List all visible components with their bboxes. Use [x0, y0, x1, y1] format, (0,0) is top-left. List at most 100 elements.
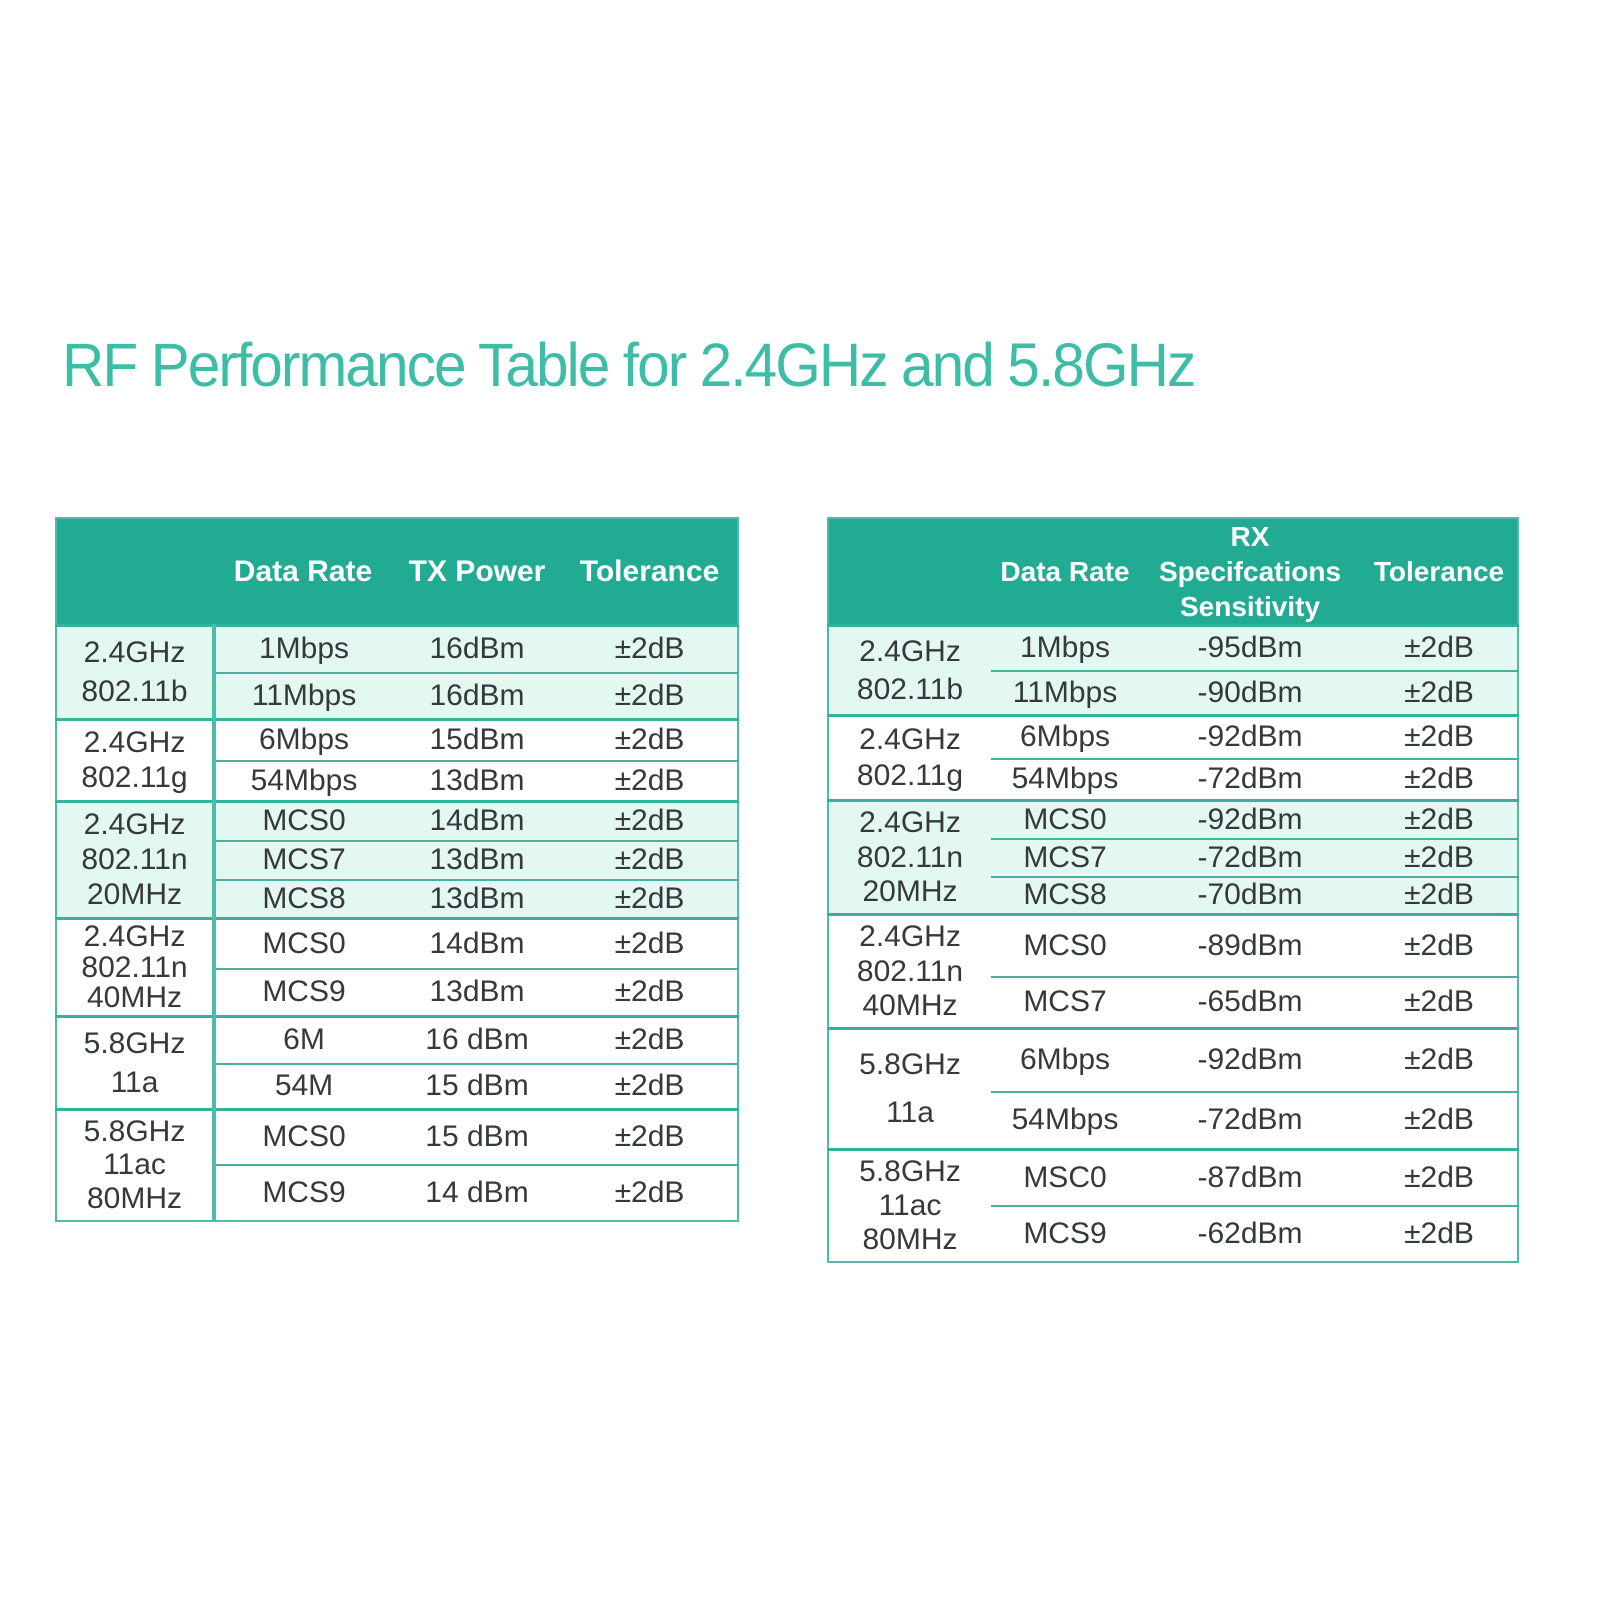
band-cell: 2.4GHz 802.11b: [828, 624, 991, 716]
table-row: 5.8GHz 11a 6M 16 dBm ±2dB: [56, 1015, 738, 1110]
data-cell: MCS7: [991, 837, 1139, 877]
band-label: 2.4GHz: [83, 725, 186, 759]
data-cell: ±2dB: [1361, 714, 1518, 759]
data-cell: MCS9: [991, 1204, 1139, 1262]
band-label: 11a: [110, 1065, 159, 1099]
band-cell: 2.4GHz 802.11g: [56, 718, 216, 802]
table-row: MCS9 13dBm ±2dB: [56, 967, 738, 1017]
column-header: Data Rate: [214, 518, 392, 626]
band-label: 11ac: [878, 1188, 942, 1222]
column-header: Data Rate: [991, 518, 1139, 626]
data-cell: 6Mbps: [214, 718, 392, 761]
data-cell: ±2dB: [1361, 1204, 1518, 1262]
band-label: 80MHz: [86, 1182, 183, 1215]
data-cell: MCS7: [214, 839, 392, 880]
data-cell: ±2dB: [562, 1108, 738, 1165]
header-spacer: [828, 518, 991, 626]
data-cell: -72dBm: [1139, 1090, 1361, 1150]
table-row: MCS8 13dBm ±2dB: [56, 878, 738, 919]
data-cell: 16 dBm: [392, 1015, 562, 1064]
band-label: 40MHz: [862, 989, 958, 1022]
band-cell: 2.4GHz 802.11b: [56, 624, 216, 720]
data-cell: MCS7: [991, 975, 1139, 1029]
data-cell: -62dBm: [1139, 1204, 1361, 1262]
data-cell: 11Mbps: [991, 669, 1139, 716]
data-cell: 13dBm: [392, 839, 562, 880]
band-label: 802.11b: [81, 675, 188, 709]
data-cell: -87dBm: [1139, 1148, 1361, 1206]
page-title: RF Performance Table for 2.4GHz and 5.8G…: [62, 331, 1196, 399]
rx-sensitivity-table-container: Data Rate RX Specifcations Sensitivity Tol…: [827, 517, 1519, 1263]
data-cell: 16dBm: [392, 624, 562, 673]
band-label: 2.4GHz: [859, 634, 961, 668]
data-cell: ±2dB: [1361, 1027, 1518, 1092]
tx-power-table: Data Rate TX Power Tolerance 2.4GHz 802.11b 1…: [55, 517, 739, 1222]
table-row: 54Mbps -72dBm ±2dB: [828, 1090, 1518, 1150]
table-row: 2.4GHz 802.11n 20MHz MCS0 14dBm ±2dB: [56, 800, 738, 919]
table-row: 2.4GHz 802.11n 40MHz MCS0 -89dBm ±2dB: [828, 913, 1518, 1029]
tx-power-table-container: Data Rate TX Power Tolerance 2.4GHz 802.11b 1…: [55, 517, 739, 1222]
band-cell: 5.8GHz 11ac 80MHz: [828, 1148, 991, 1262]
data-cell: ±2dB: [562, 759, 738, 802]
table-row: 2.4GHz 802.11b 1Mbps 16dBm ±2dB: [56, 624, 738, 720]
data-cell: ±2dB: [562, 839, 738, 880]
rx-sensitivity-table: Data Rate RX Specifcations Sensitivity Tol…: [827, 517, 1519, 1263]
data-cell: MCS0: [991, 913, 1139, 977]
band-label: 40MHz: [86, 981, 183, 1014]
data-cell: -92dBm: [1139, 799, 1361, 839]
data-cell: ±2dB: [1361, 1090, 1518, 1150]
band-cell: 5.8GHz 11a: [828, 1027, 991, 1150]
band-label: 802.11g: [81, 761, 188, 795]
band-cell: 2.4GHz 802.11n 20MHz: [56, 800, 216, 919]
table-row: MCS7 -65dBm ±2dB: [828, 975, 1518, 1029]
band-label: 11a: [886, 1096, 934, 1130]
data-cell: 13dBm: [392, 759, 562, 802]
data-cell: ±2dB: [1361, 757, 1518, 801]
band-label: 2.4GHz: [859, 806, 961, 839]
column-header: Tolerance: [1361, 518, 1518, 626]
band-label: 20MHz: [862, 875, 958, 908]
data-cell: ±2dB: [562, 671, 738, 720]
data-cell: 13dBm: [392, 967, 562, 1017]
column-header: RX Specifcations Sensitivity: [1139, 518, 1361, 626]
band-label: 2.4GHz: [83, 807, 186, 841]
data-cell: 6M: [214, 1015, 392, 1064]
header-row: Data Rate TX Power Tolerance: [56, 518, 738, 626]
band-label: 802.11g: [856, 759, 964, 793]
data-cell: 54Mbps: [991, 757, 1139, 801]
data-cell: ±2dB: [1361, 1148, 1518, 1206]
data-cell: 54Mbps: [214, 759, 392, 802]
table-row: 2.4GHz 802.11n 20MHz MCS0 -92dBm ±2dB: [828, 799, 1518, 915]
table-row: MCS9 14 dBm ±2dB: [56, 1163, 738, 1221]
data-cell: -72dBm: [1139, 837, 1361, 877]
data-cell: -95dBm: [1139, 624, 1361, 671]
table-row: MCS7 13dBm ±2dB: [56, 839, 738, 880]
data-cell: ±2dB: [562, 1163, 738, 1221]
data-cell: 14dBm: [392, 800, 562, 841]
band-cell: 2.4GHz 802.11g: [828, 714, 991, 801]
data-cell: 6Mbps: [991, 1027, 1139, 1092]
band-label: 2.4GHz: [83, 635, 186, 669]
data-cell: MCS8: [991, 875, 1139, 915]
band-label: 20MHz: [86, 878, 183, 912]
data-cell: ±2dB: [1361, 913, 1518, 977]
header-spacer: [56, 518, 214, 626]
data-cell: ±2dB: [562, 800, 738, 841]
data-cell: ±2dB: [1361, 875, 1518, 915]
band-cell: 5.8GHz 11a: [56, 1015, 216, 1110]
band-label: 5.8GHz: [83, 1026, 186, 1060]
data-cell: -70dBm: [1139, 875, 1361, 915]
band-cell: 5.8GHz 11ac 80MHz: [56, 1108, 216, 1221]
data-cell: ±2dB: [1361, 975, 1518, 1029]
table-row: 11Mbps -90dBm ±2dB: [828, 669, 1518, 716]
data-cell: MCS9: [214, 967, 392, 1017]
table-row: 54Mbps -72dBm ±2dB: [828, 757, 1518, 801]
header-row: Data Rate RX Specifcations Sensitivity Tol…: [828, 518, 1518, 626]
band-label: 5.8GHz: [859, 1154, 961, 1188]
column-header: Tolerance: [562, 518, 738, 626]
column-header: TX Power: [392, 518, 562, 626]
band-label: 802.11n: [856, 954, 964, 988]
band-label: 802.11n: [81, 950, 188, 984]
data-cell: MCS0: [214, 917, 392, 969]
